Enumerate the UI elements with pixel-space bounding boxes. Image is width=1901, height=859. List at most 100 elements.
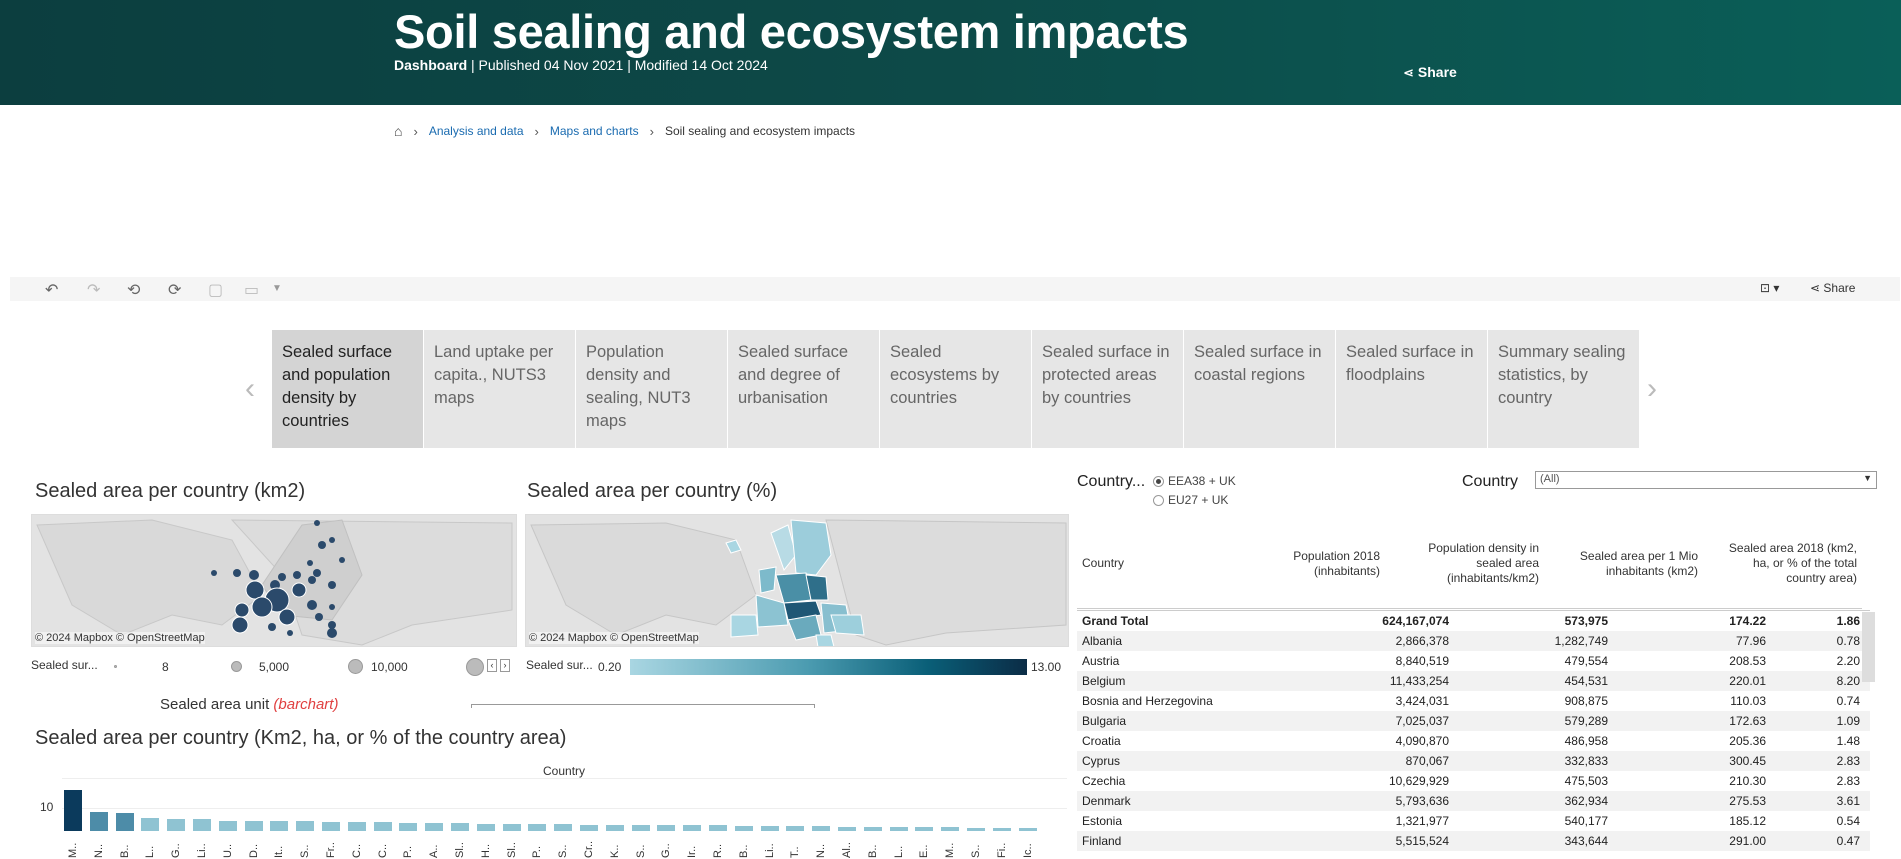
cell-country: Denmark — [1077, 790, 1265, 811]
tab-ecosystems[interactable]: Sealed ecosystems by countries — [880, 330, 1031, 448]
bar[interactable] — [425, 823, 444, 831]
bar[interactable] — [760, 826, 779, 831]
bar[interactable] — [167, 818, 186, 831]
table-row[interactable]: Albania 2,866,378 1,282,749 77.96 0.78 — [1077, 630, 1870, 651]
bar[interactable] — [657, 825, 676, 831]
bar[interactable] — [863, 826, 882, 831]
home-icon[interactable]: ⌂ — [394, 123, 403, 139]
bar[interactable] — [244, 820, 263, 831]
cell-country: Croatia — [1082, 733, 1121, 748]
view-icon[interactable]: ▭ — [244, 282, 260, 299]
bar[interactable] — [941, 827, 960, 831]
table-row[interactable]: Denmark 5,793,636 362,934 275.53 3.61 — [1077, 790, 1870, 811]
bar[interactable] — [502, 823, 521, 831]
table-row[interactable]: Austria 8,840,519 479,554 208.53 2.20 — [1077, 651, 1870, 671]
table-row[interactable]: Bosnia and Herzegovina 3,424,031 908,875 11… — [1077, 691, 1870, 711]
unit-selector[interactable] — [471, 704, 815, 708]
bar[interactable] — [141, 818, 160, 831]
bar[interactable] — [64, 790, 82, 831]
redo-icon[interactable]: ↷ — [87, 282, 101, 299]
tab-coastal[interactable]: Sealed surface in coastal regions — [1184, 330, 1335, 448]
cell-value: 1,282,749 — [1459, 630, 1618, 651]
bar[interactable] — [476, 823, 495, 831]
breadcrumb-maps[interactable]: Maps and charts — [549, 124, 639, 138]
table-row[interactable]: Czechia 10,629,929 475,503 210.30 2.83 — [1077, 771, 1870, 791]
bar[interactable] — [115, 812, 134, 831]
tab-summary[interactable]: Summary sealing statistics, by country — [1488, 330, 1639, 448]
bar[interactable] — [270, 820, 289, 831]
bar[interactable] — [193, 819, 211, 831]
table-row[interactable]: Croatia 4,090,870 486,958 205.36 1.48 — [1077, 731, 1870, 751]
bar[interactable] — [218, 820, 237, 831]
tab-floodplains[interactable]: Sealed surface in floodplains — [1336, 330, 1487, 448]
tab-protected-areas[interactable]: Sealed surface in protected areas by cou… — [1032, 330, 1183, 448]
breadcrumb-analysis[interactable]: Analysis and data — [428, 124, 524, 138]
bar[interactable] — [296, 820, 315, 831]
table-row[interactable]: Finland 5,515,524 343,644 291.00 0.47 — [1077, 830, 1870, 851]
cell-country: Estonia — [1082, 813, 1123, 828]
revert-icon[interactable]: ⟲ — [127, 282, 141, 299]
toolbar-share-button[interactable]: ⋖ Share — [1810, 281, 1856, 295]
bar[interactable] — [838, 826, 856, 831]
tab-population-density[interactable]: Sealed surface and population density by… — [272, 330, 423, 448]
tab-land-uptake[interactable]: Land uptake per capita., NUTS3 maps — [424, 330, 575, 448]
bar[interactable] — [889, 826, 908, 831]
bar[interactable] — [683, 825, 702, 831]
table-row[interactable]: Cyprus 870,067 332,833 300.45 2.83 — [1077, 750, 1870, 771]
bar[interactable] — [915, 827, 934, 831]
bar[interactable] — [709, 825, 727, 831]
legend-circle-xlarge — [466, 658, 484, 676]
bar[interactable] — [580, 824, 598, 831]
tab-population-sealing[interactable]: Population density and sealing, NUT3 map… — [576, 330, 727, 448]
undo-icon[interactable]: ↶ — [45, 282, 59, 299]
bar[interactable] — [528, 824, 547, 831]
bar[interactable] — [631, 824, 650, 831]
legend-prev-icon[interactable]: ‹ — [487, 659, 497, 672]
bar[interactable] — [399, 823, 418, 831]
map-sealed-percent[interactable]: © 2024 Mapbox © OpenStreetMap — [525, 514, 1069, 647]
page-subtitle: Dashboard | Published 04 Nov 2021 | Modi… — [394, 57, 768, 73]
cell-value: 172.63 — [1618, 710, 1776, 731]
table-row[interactable]: Estonia 1,321,977 540,177 185.12 0.54 — [1077, 811, 1870, 831]
bar[interactable] — [347, 822, 366, 831]
header-share-button[interactable]: ⋖ Share — [1403, 64, 1457, 80]
cell-value: 205.36 — [1729, 733, 1766, 748]
bar[interactable] — [554, 824, 573, 831]
bar[interactable] — [992, 827, 1011, 831]
download-icon[interactable]: ⊡ ▾ — [1760, 281, 1780, 295]
barchart-title: Sealed area per country (Km2, ha, or % o… — [35, 727, 567, 749]
cell-value: 2,866,378 — [1265, 630, 1459, 651]
refresh-icon[interactable]: ⟳ — [168, 282, 182, 299]
bar[interactable] — [451, 823, 469, 831]
bar[interactable] — [605, 824, 624, 831]
bar[interactable] — [89, 812, 108, 831]
chevron-down-icon[interactable]: ▼ — [272, 283, 282, 294]
radio-eea38[interactable]: EEA38 + UK — [1153, 474, 1236, 488]
page-header: Soil sealing and ecosystem impacts Dashb… — [0, 0, 1901, 105]
tabs-prev-arrow[interactable]: ‹ — [245, 372, 255, 405]
radio-eu27[interactable]: EU27 + UK — [1153, 493, 1228, 507]
x-tick-label: E.. — [918, 844, 931, 858]
map-sealed-km2[interactable]: © 2024 Mapbox © OpenStreetMap — [31, 514, 517, 647]
bar[interactable] — [786, 826, 805, 831]
grand-total-row[interactable]: Grand Total 624,167,074 573,975 174.22 1.86 — [1077, 610, 1870, 631]
bar[interactable] — [967, 827, 985, 831]
country-select[interactable]: (All) ▼ — [1535, 471, 1877, 489]
map1-credit: © 2024 Mapbox © OpenStreetMap — [35, 632, 205, 644]
table-scrollbar[interactable] — [1862, 612, 1875, 682]
bar[interactable] — [373, 822, 392, 831]
col-header-per-mio: Sealed area per 1 Mio inhabitants (km2) — [1579, 549, 1698, 578]
cell-country: Finland — [1077, 830, 1265, 851]
legend-next-icon[interactable]: › — [500, 659, 510, 672]
cell-value: 291.00 — [1618, 830, 1776, 851]
cell-value: 454,531 — [1459, 670, 1618, 691]
table-row[interactable]: Belgium 11,433,254 454,531 220.01 8.20 — [1077, 670, 1870, 691]
bar[interactable] — [734, 825, 753, 831]
bar[interactable] — [812, 826, 831, 831]
tabs-next-arrow[interactable]: › — [1647, 372, 1657, 405]
pause-icon[interactable]: ▢ — [208, 282, 224, 299]
tab-urbanisation[interactable]: Sealed surface and degree of urbanisatio… — [728, 330, 879, 448]
bar[interactable] — [322, 821, 340, 831]
bar[interactable] — [1018, 828, 1037, 831]
table-row[interactable]: Bulgaria 7,025,037 579,289 172.63 1.09 — [1077, 710, 1870, 731]
